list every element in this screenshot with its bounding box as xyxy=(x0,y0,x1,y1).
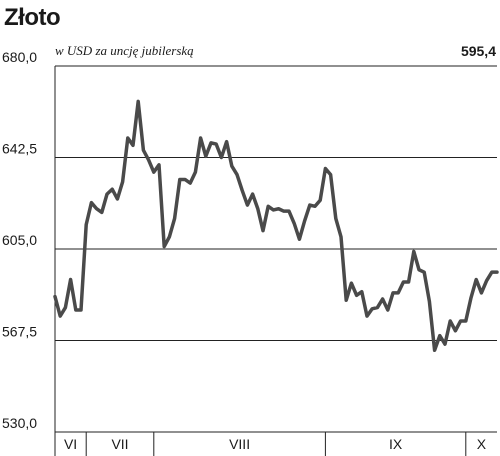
last-value-label: 595,4 xyxy=(460,43,496,59)
chart-subtitle: w USD za uncję jubilerską xyxy=(55,43,194,58)
month-axis: VI VII VIII IX X xyxy=(64,432,487,456)
month-label: IX xyxy=(389,436,403,452)
y-tick-label: 680,0 xyxy=(2,49,37,65)
y-tick-label: 605,0 xyxy=(2,232,37,248)
month-label: VI xyxy=(64,436,77,452)
month-label: X xyxy=(477,436,487,452)
y-axis-ticks: 680,0 642,5 605,0 567,5 530,0 xyxy=(2,49,37,431)
series-lines xyxy=(53,99,499,353)
series-line xyxy=(53,99,499,353)
grid-lines xyxy=(54,65,497,456)
chart-title: Złoto xyxy=(4,4,61,31)
y-tick-label: 642,5 xyxy=(2,141,37,157)
y-tick-label: 530,0 xyxy=(2,415,37,431)
month-label: VII xyxy=(111,436,128,452)
y-tick-label: 567,5 xyxy=(2,324,37,340)
month-label: VIII xyxy=(229,436,250,452)
